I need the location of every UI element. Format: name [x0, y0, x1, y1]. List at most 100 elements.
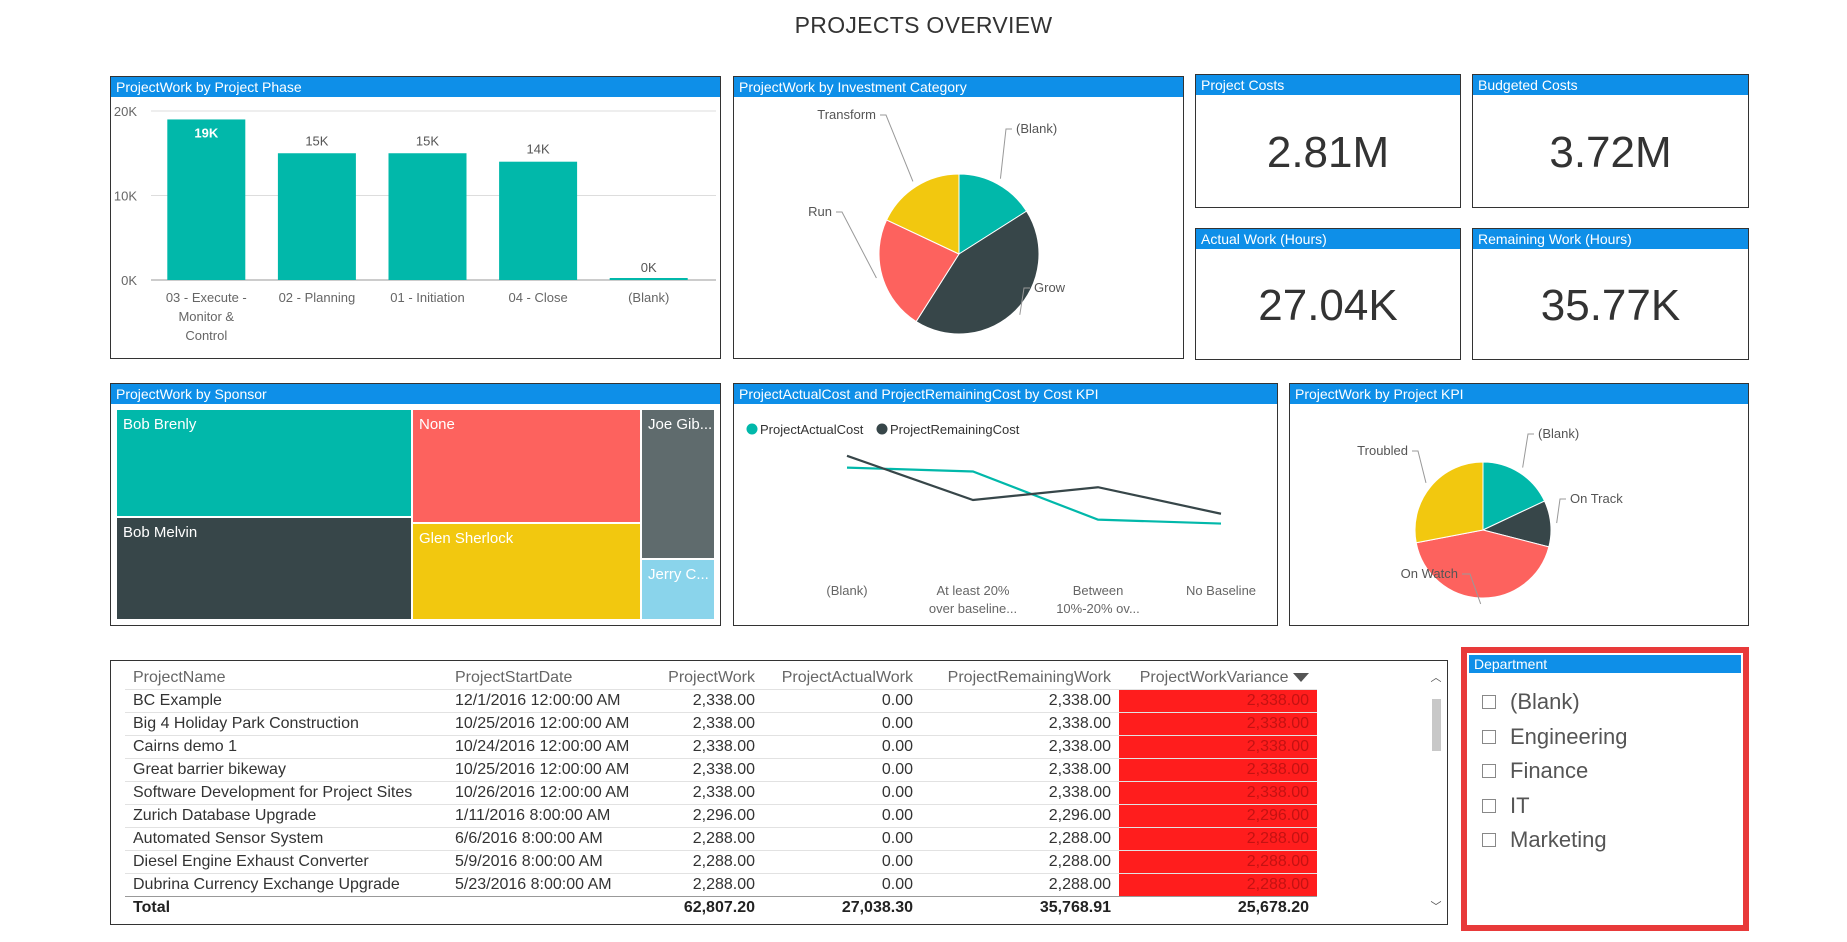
table-cell: 2,338.00	[921, 712, 1119, 736]
pie-slice[interactable]	[1415, 529, 1550, 599]
tile-header: Budgeted Costs	[1473, 75, 1748, 95]
column-header-label: ProjectWorkVariance	[1139, 669, 1289, 686]
tile-header: Remaining Work (Hours)	[1473, 229, 1748, 249]
treemap-cell-joe-gib[interactable]: Joe Gib...	[642, 410, 714, 558]
scroll-up-icon[interactable]: ︿	[1430, 672, 1442, 684]
bar[interactable]	[277, 153, 356, 280]
slicer-item[interactable]: Finance	[1469, 754, 1741, 789]
card-project-costs[interactable]: Project Costs 2.81M	[1195, 74, 1461, 208]
tile-sponsor[interactable]: ProjectWork by Sponsor Bob Brenly Bob Me…	[110, 383, 721, 626]
tile-investment-category[interactable]: ProjectWork by Investment Category (Blan…	[733, 76, 1184, 359]
treemap-cell-none[interactable]: None	[413, 410, 640, 522]
bar-data-label: 0K	[641, 260, 657, 275]
table-cell: 2,338.00	[647, 735, 763, 759]
pie-leader-line	[999, 128, 1012, 179]
x-category-label: (Blank)	[628, 290, 669, 305]
tile-header: ProjectWork by Investment Category	[734, 77, 1183, 97]
pie-slice[interactable]	[1482, 461, 1546, 531]
scroll-down-icon[interactable]: ﹀	[1430, 901, 1442, 913]
checkbox-icon[interactable]	[1482, 833, 1496, 848]
table-cell: 2,338.00	[1119, 735, 1317, 759]
treemap-cell-jerry-c[interactable]: Jerry C...	[642, 560, 714, 619]
table-cell: 12/1/2016 12:00:00 AM	[447, 689, 647, 713]
column-header[interactable]: ProjectActualWork	[781, 669, 913, 686]
pie-slice[interactable]	[1414, 461, 1484, 544]
pie-slice[interactable]	[885, 173, 960, 255]
column-header[interactable]: ProjectWork	[668, 669, 755, 686]
bar[interactable]	[609, 278, 688, 280]
table-cell: 0.00	[763, 827, 921, 851]
scroll-thumb[interactable]	[1432, 699, 1441, 751]
table-row[interactable]: BC Example 12/1/2016 12:00:00 AM 2,338.00 0…	[125, 689, 1317, 713]
series-line[interactable]	[846, 466, 1222, 525]
table-total-row: Total 62,807.20 27,038.30 35,768.91 25,678.2…	[125, 896, 1317, 920]
pie-slice[interactable]	[958, 173, 1028, 255]
table-cell: 0.00	[763, 873, 921, 897]
table-cell: Cairns demo 1	[125, 735, 447, 759]
table-row[interactable]: Automated Sensor System 6/6/2016 8:00:00 …	[125, 827, 1317, 851]
column-header[interactable]: ProjectRemainingWork	[947, 669, 1111, 686]
legend-label: ProjectActualCost	[760, 422, 864, 437]
table-cell: 1/11/2016 8:00:00 AM	[447, 804, 647, 828]
checkbox-icon[interactable]	[1482, 695, 1496, 710]
column-header-variance[interactable]: ProjectWorkVariance	[1119, 667, 1317, 690]
table-row[interactable]: Dubrina Currency Exchange Upgrade 5/23/20…	[125, 873, 1317, 897]
tile-project-phase[interactable]: ProjectWork by Project Phase 0K 10K 20K 19K…	[110, 76, 721, 359]
table-row[interactable]: Great barrier bikeway 10/25/2016 12:00:00…	[125, 758, 1317, 782]
slicer-item[interactable]: (Blank)	[1469, 685, 1741, 720]
slicer-item[interactable]: Engineering	[1469, 720, 1741, 755]
tile-cost-kpi[interactable]: ProjectActualCost and ProjectRemainingCo…	[733, 383, 1278, 626]
column-header[interactable]: ProjectName	[133, 669, 226, 686]
department-slicer: Department (Blank) Engineering Finance IT Ma…	[1461, 647, 1749, 931]
table-cell: 2,338.00	[647, 758, 763, 782]
checkbox-icon[interactable]	[1482, 764, 1496, 779]
sort-descending-icon[interactable]	[1293, 672, 1309, 683]
project-table[interactable]: ProjectName ProjectStartDate ProjectWork…	[110, 660, 1448, 925]
pie-slice[interactable]	[878, 219, 960, 323]
slicer-item[interactable]: Marketing	[1469, 823, 1741, 858]
treemap-cell-glen-sherlock[interactable]: Glen Sherlock	[413, 524, 640, 619]
table-scrollbar[interactable]: ︿ ﹀	[1429, 671, 1443, 914]
table-cell: 2,338.00	[921, 689, 1119, 713]
bar[interactable]	[499, 161, 578, 280]
column-header[interactable]: ProjectStartDate	[455, 669, 573, 686]
treemap-label: Bob Melvin	[123, 524, 198, 541]
x-category-label-line: Monitor &	[178, 309, 234, 324]
pie-leader-line	[880, 114, 914, 182]
pie-leader-line	[1556, 498, 1566, 524]
treemap-label: Glen Sherlock	[419, 530, 514, 547]
x-category-label-line: over baseline...	[929, 601, 1017, 616]
table-row[interactable]: Big 4 Holiday Park Construction 10/25/201…	[125, 712, 1317, 736]
table-cell: 2,338.00	[921, 735, 1119, 759]
table-cell: 0.00	[763, 758, 921, 782]
total-cell: 27,038.30	[763, 896, 921, 920]
treemap-cell-bob-brenly[interactable]: Bob Brenly	[117, 410, 411, 516]
checkbox-icon[interactable]	[1482, 798, 1496, 813]
table-row[interactable]: Cairns demo 1 10/24/2016 12:00:00 AM 2,338…	[125, 735, 1317, 759]
card-budgeted-costs[interactable]: Budgeted Costs 3.72M	[1472, 74, 1749, 208]
table-row[interactable]: Software Development for Project Sites 10…	[125, 781, 1317, 805]
checkbox-icon[interactable]	[1482, 729, 1496, 744]
bar[interactable]	[388, 153, 467, 280]
bar[interactable]	[167, 119, 246, 280]
slicer-item[interactable]: IT	[1469, 789, 1741, 824]
pie-slice[interactable]	[915, 210, 1040, 335]
table-cell: 2,288.00	[921, 873, 1119, 897]
table-cell: Zurich Database Upgrade	[125, 804, 447, 828]
tile-project-kpi[interactable]: ProjectWork by Project KPI (Blank) On Tra…	[1289, 383, 1749, 626]
table-row[interactable]: Zurich Database Upgrade 1/11/2016 8:00:00…	[125, 804, 1317, 828]
card-value: 27.04K	[1258, 281, 1398, 330]
pie-slice-label: (Blank)	[1538, 426, 1579, 441]
table-cell: 2,288.00	[1119, 873, 1317, 897]
slicer-header: Department	[1469, 655, 1741, 673]
pie-slice-label: Run	[808, 204, 832, 219]
series-line[interactable]	[846, 454, 1222, 515]
bar-data-label: 14K	[527, 142, 550, 157]
card-value: 2.81M	[1266, 128, 1390, 177]
card-actual-work[interactable]: Actual Work (Hours) 27.04K	[1195, 228, 1461, 360]
treemap-cell-bob-melvin[interactable]: Bob Melvin	[117, 518, 411, 619]
table-row[interactable]: Diesel Engine Exhaust Converter 5/9/2016 …	[125, 850, 1317, 874]
x-category-label: 03 - Execute - Monitor & Control	[166, 290, 247, 343]
card-remaining-work[interactable]: Remaining Work (Hours) 35.77K	[1472, 228, 1749, 360]
table-cell: 2,338.00	[647, 781, 763, 805]
